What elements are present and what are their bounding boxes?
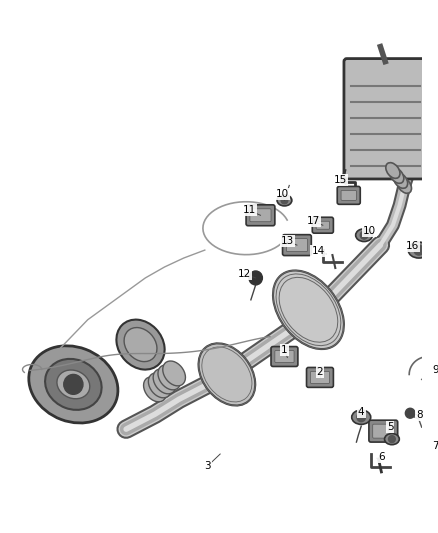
Text: 11: 11 bbox=[242, 205, 256, 215]
Ellipse shape bbox=[385, 433, 399, 445]
FancyBboxPatch shape bbox=[283, 235, 311, 255]
Text: 1: 1 bbox=[281, 344, 288, 354]
Text: 7: 7 bbox=[432, 441, 438, 451]
FancyBboxPatch shape bbox=[344, 59, 427, 179]
Text: 12: 12 bbox=[237, 269, 251, 279]
Text: 10: 10 bbox=[276, 189, 289, 199]
FancyBboxPatch shape bbox=[307, 367, 333, 387]
Ellipse shape bbox=[148, 373, 171, 398]
Ellipse shape bbox=[117, 320, 165, 369]
Text: 6: 6 bbox=[378, 452, 385, 462]
Ellipse shape bbox=[393, 173, 408, 188]
Ellipse shape bbox=[198, 343, 255, 406]
Text: 2: 2 bbox=[317, 367, 323, 377]
Text: 13: 13 bbox=[281, 236, 294, 246]
FancyBboxPatch shape bbox=[286, 239, 307, 252]
Circle shape bbox=[281, 197, 288, 204]
Text: 5: 5 bbox=[387, 422, 393, 432]
Text: 16: 16 bbox=[406, 241, 419, 251]
Ellipse shape bbox=[29, 346, 118, 423]
Circle shape bbox=[389, 435, 395, 442]
FancyBboxPatch shape bbox=[369, 420, 398, 442]
Text: 17: 17 bbox=[307, 216, 320, 226]
Ellipse shape bbox=[277, 195, 292, 206]
FancyBboxPatch shape bbox=[275, 351, 294, 362]
Circle shape bbox=[414, 245, 424, 255]
Ellipse shape bbox=[356, 229, 373, 241]
Ellipse shape bbox=[163, 361, 185, 386]
Text: 10: 10 bbox=[363, 226, 376, 236]
Ellipse shape bbox=[386, 163, 400, 179]
Ellipse shape bbox=[144, 377, 166, 402]
Circle shape bbox=[249, 271, 262, 285]
Text: 4: 4 bbox=[358, 407, 364, 417]
FancyBboxPatch shape bbox=[341, 190, 357, 200]
Circle shape bbox=[64, 375, 83, 394]
FancyBboxPatch shape bbox=[271, 346, 298, 367]
Text: 9: 9 bbox=[433, 366, 438, 375]
Circle shape bbox=[357, 413, 366, 422]
Ellipse shape bbox=[57, 370, 90, 399]
FancyBboxPatch shape bbox=[373, 424, 394, 438]
FancyBboxPatch shape bbox=[312, 217, 333, 233]
Ellipse shape bbox=[397, 177, 411, 193]
Ellipse shape bbox=[158, 365, 180, 390]
Ellipse shape bbox=[124, 328, 157, 361]
Ellipse shape bbox=[390, 167, 404, 183]
Text: 8: 8 bbox=[417, 410, 423, 420]
FancyBboxPatch shape bbox=[246, 205, 275, 225]
FancyBboxPatch shape bbox=[337, 187, 360, 204]
Ellipse shape bbox=[408, 242, 429, 258]
FancyBboxPatch shape bbox=[316, 221, 329, 229]
Circle shape bbox=[360, 231, 368, 239]
Text: 3: 3 bbox=[205, 461, 211, 471]
FancyBboxPatch shape bbox=[250, 209, 271, 222]
Ellipse shape bbox=[352, 410, 371, 424]
FancyBboxPatch shape bbox=[311, 372, 329, 383]
Ellipse shape bbox=[45, 359, 102, 410]
Circle shape bbox=[405, 408, 415, 418]
Ellipse shape bbox=[273, 270, 344, 349]
Text: 14: 14 bbox=[311, 246, 325, 256]
Text: 15: 15 bbox=[333, 175, 347, 185]
Ellipse shape bbox=[153, 369, 176, 394]
